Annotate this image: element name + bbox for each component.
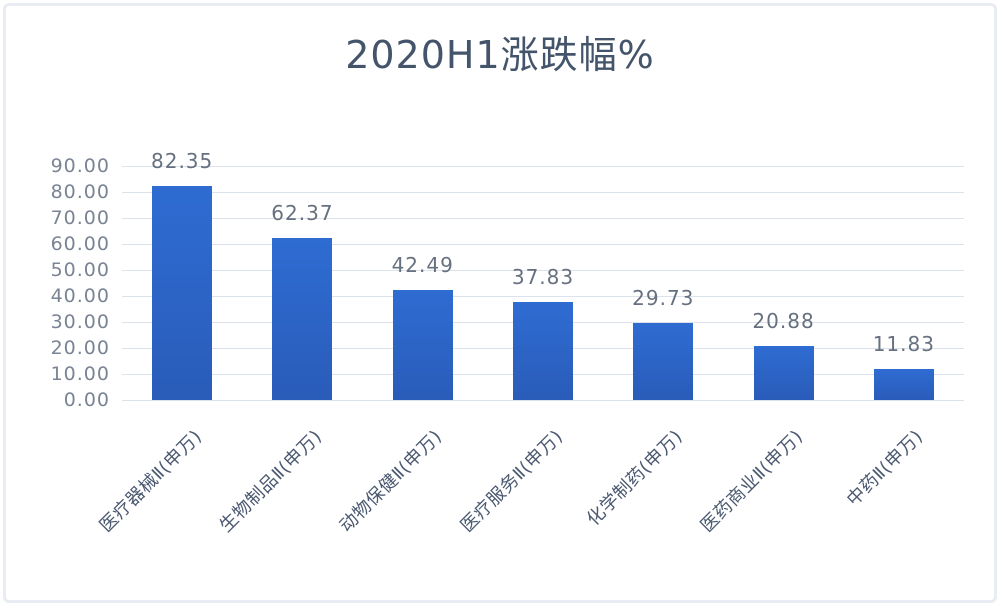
gridline: [122, 166, 964, 167]
y-axis-tick-label: 30.00: [50, 311, 110, 333]
bar-value-label: 37.83: [511, 264, 575, 289]
bar-value-label: 62.37: [271, 200, 334, 225]
bar: [753, 345, 814, 400]
bar-value-label: 42.49: [391, 252, 454, 277]
x-category-label: 医疗服务Ⅱ(申万): [456, 426, 567, 537]
y-axis-tick-label: 0.00: [63, 389, 110, 411]
x-category-label: 生物制品Ⅱ(申万): [215, 426, 327, 537]
x-category-label: 动物保健Ⅱ(申万): [335, 426, 447, 537]
y-axis-tick-label: 40.00: [50, 285, 110, 307]
y-axis-tick-label: 10.00: [50, 363, 110, 385]
gridline: [122, 400, 964, 401]
y-axis-tick-label: 80.00: [50, 181, 110, 203]
x-category-label: 化学制药(申万): [583, 426, 688, 530]
y-axis-tick-label: 50.00: [50, 259, 110, 281]
gridline: [122, 296, 964, 297]
chart-title: 2020H1涨跌幅%: [345, 33, 655, 77]
bar: [633, 322, 694, 400]
bar: [272, 237, 333, 400]
gridline: [122, 270, 964, 271]
y-axis-tick-label: 60.00: [50, 233, 110, 255]
gridline: [122, 218, 964, 219]
bar-value-label: 20.88: [752, 308, 815, 333]
x-category-label: 医药商业Ⅱ(申万): [696, 426, 808, 537]
y-axis-tick-label: 90.00: [50, 155, 110, 177]
bar: [392, 289, 453, 400]
bar: [513, 301, 573, 400]
bar: [152, 185, 213, 400]
bar-value-label: 82.35: [151, 148, 214, 173]
x-category-label: 医疗器械Ⅱ(申万): [95, 426, 207, 537]
y-axis-tick-label: 20.00: [50, 337, 110, 359]
bar-value-label: 11.83: [872, 332, 935, 357]
y-axis-tick-label: 70.00: [50, 207, 110, 229]
bar: [873, 369, 934, 400]
x-category-label: 中药Ⅱ(申万): [843, 426, 928, 511]
gridline: [122, 192, 964, 193]
bar-value-label: 29.73: [632, 285, 695, 310]
gridline: [122, 244, 964, 245]
